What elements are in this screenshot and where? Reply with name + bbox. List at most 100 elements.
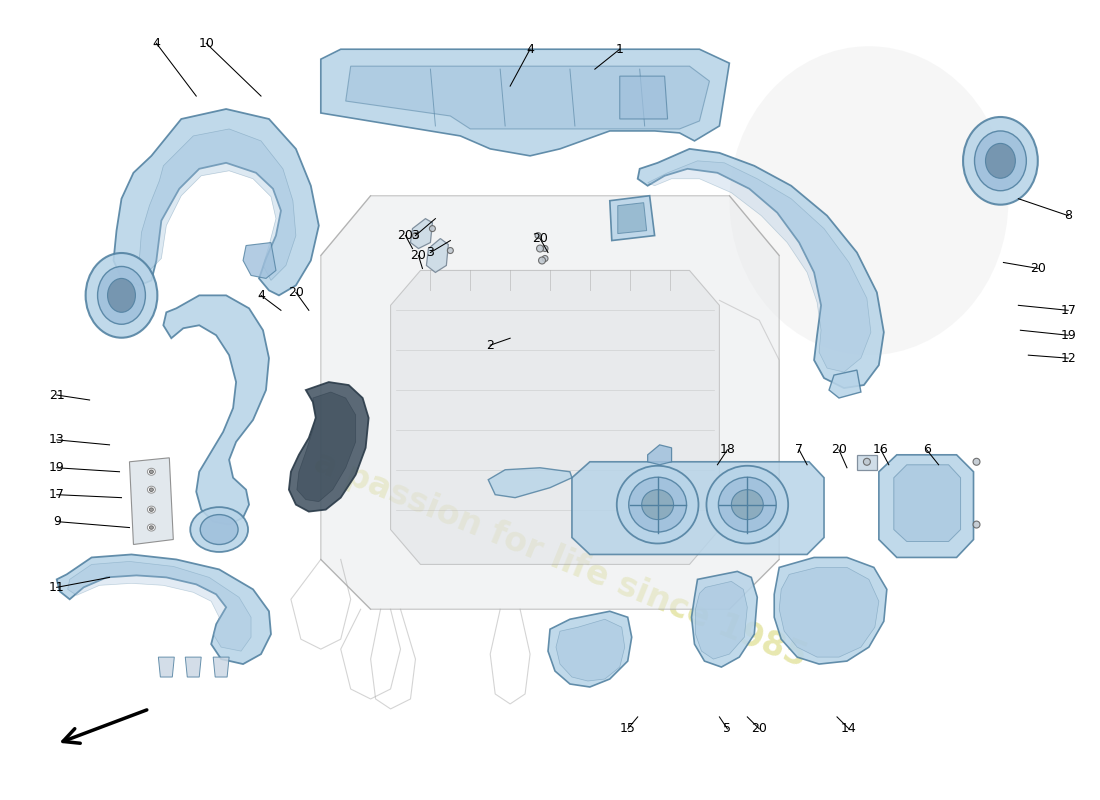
Ellipse shape (147, 524, 155, 531)
Text: 17: 17 (48, 488, 65, 501)
Polygon shape (648, 445, 672, 465)
Text: 10: 10 (198, 37, 214, 50)
Polygon shape (321, 196, 779, 610)
Polygon shape (779, 567, 879, 657)
Text: 20: 20 (532, 232, 548, 245)
Ellipse shape (964, 117, 1037, 205)
Polygon shape (857, 455, 877, 470)
Ellipse shape (718, 478, 777, 532)
Polygon shape (427, 238, 449, 273)
Polygon shape (68, 562, 251, 651)
Text: 13: 13 (48, 434, 65, 446)
Text: 17: 17 (1060, 304, 1076, 317)
Polygon shape (556, 619, 625, 681)
Ellipse shape (729, 46, 1009, 355)
Polygon shape (213, 657, 229, 677)
Text: 14: 14 (842, 722, 857, 735)
Polygon shape (609, 196, 654, 241)
Text: 3: 3 (411, 229, 419, 242)
Ellipse shape (98, 266, 145, 324)
Polygon shape (894, 465, 960, 542)
Polygon shape (618, 202, 647, 234)
Text: 8: 8 (1064, 209, 1072, 222)
Polygon shape (243, 242, 276, 278)
Polygon shape (829, 370, 861, 398)
Ellipse shape (147, 506, 155, 513)
Text: a passion for life since 1985: a passion for life since 1985 (309, 445, 811, 674)
Ellipse shape (732, 490, 763, 519)
Ellipse shape (629, 478, 686, 532)
Polygon shape (774, 558, 887, 664)
Ellipse shape (535, 233, 541, 238)
Text: 20: 20 (751, 722, 767, 735)
Polygon shape (158, 657, 174, 677)
Polygon shape (321, 50, 729, 156)
Ellipse shape (542, 255, 548, 262)
Ellipse shape (641, 490, 673, 519)
Polygon shape (410, 218, 432, 249)
Polygon shape (390, 270, 719, 565)
Ellipse shape (986, 143, 1015, 178)
Ellipse shape (542, 246, 548, 251)
Polygon shape (692, 571, 757, 667)
Polygon shape (572, 462, 824, 554)
Ellipse shape (975, 131, 1026, 190)
Text: 20: 20 (397, 229, 414, 242)
Polygon shape (879, 455, 974, 558)
Text: 3: 3 (427, 246, 434, 259)
Text: 20: 20 (288, 286, 304, 299)
Text: 15: 15 (619, 722, 636, 735)
Ellipse shape (147, 468, 155, 475)
Polygon shape (695, 582, 747, 659)
Text: 16: 16 (873, 443, 889, 456)
Text: 7: 7 (795, 443, 803, 456)
Text: 2: 2 (486, 338, 494, 352)
Text: 18: 18 (719, 443, 735, 456)
Ellipse shape (150, 508, 153, 511)
Text: 21: 21 (48, 389, 65, 402)
Ellipse shape (412, 233, 418, 238)
Text: 12: 12 (1060, 352, 1076, 365)
Text: 9: 9 (53, 515, 60, 528)
Text: 20: 20 (1031, 262, 1046, 275)
Ellipse shape (864, 458, 870, 466)
Ellipse shape (150, 488, 153, 491)
Ellipse shape (200, 514, 238, 545)
Polygon shape (638, 149, 883, 388)
Text: 5: 5 (724, 722, 732, 735)
Polygon shape (297, 392, 355, 502)
Ellipse shape (429, 226, 436, 231)
Ellipse shape (150, 470, 153, 474)
Ellipse shape (190, 507, 249, 552)
Polygon shape (488, 468, 572, 498)
Ellipse shape (108, 278, 135, 312)
Polygon shape (345, 66, 710, 129)
Ellipse shape (150, 526, 153, 530)
Ellipse shape (86, 253, 157, 338)
Polygon shape (163, 295, 270, 525)
Text: 1: 1 (616, 42, 624, 56)
Polygon shape (619, 76, 668, 119)
Polygon shape (185, 657, 201, 677)
Text: 6: 6 (923, 443, 931, 456)
Ellipse shape (539, 257, 546, 264)
Ellipse shape (706, 466, 789, 543)
Text: 20: 20 (832, 443, 847, 456)
Polygon shape (548, 611, 631, 687)
Ellipse shape (974, 458, 980, 466)
Polygon shape (289, 382, 368, 512)
Polygon shape (648, 161, 871, 372)
Polygon shape (140, 129, 296, 281)
Text: 20: 20 (410, 249, 427, 262)
Polygon shape (57, 554, 271, 664)
Text: 19: 19 (1060, 329, 1076, 342)
Ellipse shape (617, 466, 698, 543)
Text: 4: 4 (526, 42, 534, 56)
Polygon shape (113, 109, 319, 295)
Text: 19: 19 (48, 462, 65, 474)
Ellipse shape (147, 486, 155, 493)
Text: 11: 11 (48, 581, 65, 594)
Ellipse shape (974, 521, 980, 528)
Polygon shape (130, 458, 174, 545)
Text: 4: 4 (153, 37, 161, 50)
